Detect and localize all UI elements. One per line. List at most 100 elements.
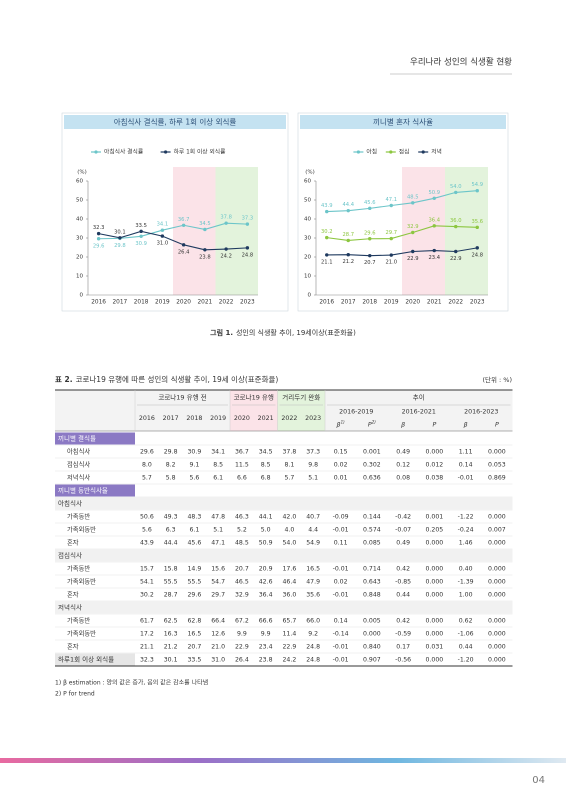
table-cell: 0.000 [488, 449, 506, 456]
x-tick-label: 2016 [91, 300, 106, 306]
table-cell: 37.3 [306, 449, 320, 456]
row-label: 아침식사 [67, 447, 90, 456]
data-point [203, 248, 207, 252]
data-label: 36.4 [428, 217, 440, 223]
panel-frame [61, 112, 289, 312]
table-cell: 0.000 [426, 631, 444, 638]
data-point [325, 253, 329, 257]
row-label: 혼자 [67, 538, 79, 547]
y-tick-label: 40 [304, 217, 311, 223]
table-cell: 0.49 [396, 540, 410, 547]
table-cell: 40.7 [306, 514, 320, 521]
data-point [96, 237, 101, 241]
table-cell: 50.9 [259, 540, 273, 547]
data-label: 34.1 [157, 222, 169, 228]
section-label: 끼니별 결식률 [58, 434, 96, 443]
table-cell: 0.636 [363, 475, 381, 482]
table-cell: 6.1 [213, 475, 223, 482]
table-cell: 46.4 [282, 579, 296, 586]
table-cell: -0.01 [333, 566, 349, 573]
table-cell: 31.0 [211, 657, 225, 664]
data-label: 20.7 [364, 260, 376, 266]
table-cell: 29.8 [164, 449, 178, 456]
data-point [454, 190, 458, 195]
running-header: 우리나라 성인의 식생활 현황 [410, 57, 512, 68]
data-point [96, 231, 101, 236]
table-cell: 0.11 [334, 540, 348, 547]
table-cell: 8.5 [261, 462, 271, 469]
table-cell: 0.01 [334, 475, 348, 482]
table-cell: 35.6 [306, 592, 320, 599]
data-label: 35.6 [471, 219, 483, 225]
data-point [245, 222, 250, 226]
data-label: 37.8 [220, 215, 232, 221]
legend-swatch-dot [389, 150, 393, 154]
table-cell: 21.2 [164, 644, 178, 651]
table-cell: -0.01 [333, 644, 349, 651]
data-point [325, 209, 329, 214]
period-shade [445, 167, 488, 295]
table-cell: 48.3 [187, 514, 201, 521]
header-year: 2016 [139, 415, 155, 422]
header-stat: P [432, 422, 436, 429]
row-label: 혼자 [67, 642, 79, 651]
data-label: 30.1 [114, 229, 126, 235]
table-cell: 0.001 [426, 514, 444, 521]
header-stat: P2) [368, 420, 376, 429]
table-cell: 23.4 [259, 644, 273, 651]
table-cell: -0.14 [333, 631, 349, 638]
table-cell: 0.000 [426, 657, 444, 664]
table-cell: 0.574 [363, 527, 381, 534]
table-cell: 43.9 [140, 540, 154, 547]
row-label: 혼자 [67, 590, 79, 599]
legend-swatch-dot [356, 150, 360, 154]
table-cell: 30.2 [140, 592, 154, 599]
table-cell: 0.869 [488, 475, 506, 482]
table-cell: 33.5 [187, 657, 201, 664]
data-label: 36.7 [178, 217, 190, 223]
x-tick-label: 2019 [384, 300, 399, 306]
table-cell: 0.000 [426, 449, 444, 456]
table-cell: 49.3 [164, 514, 178, 521]
table-cell: 29.6 [187, 592, 201, 599]
caption-label: 그림 1. [210, 328, 233, 337]
table-cell: 1.11 [459, 449, 473, 456]
data-point [224, 247, 228, 251]
table-cell: 0.000 [426, 566, 444, 573]
table-cell: 17.2 [140, 631, 154, 638]
table-cell: 48.5 [235, 540, 249, 547]
data-label: 48.5 [407, 194, 419, 200]
data-label: 32.9 [407, 224, 419, 230]
table-cell: 54.7 [211, 579, 225, 586]
table-cell: 5.1 [308, 475, 318, 482]
data-point [346, 238, 350, 243]
table-cell: 22.9 [235, 644, 249, 651]
table-cell: 0.44 [459, 644, 473, 651]
table-cell: 0.038 [426, 475, 444, 482]
data-label: 45.6 [364, 200, 376, 206]
data-label: 50.9 [428, 190, 440, 196]
header-shade [230, 390, 278, 431]
y-tick-label: 20 [304, 255, 311, 261]
table-cell: 0.02 [334, 462, 348, 469]
table-title-text: 코로나19 유행에 따른 성인의 식생활 추이, 19세 이상(표준화율) [76, 374, 279, 384]
table-cell: 0.302 [363, 462, 381, 469]
data-point [160, 234, 165, 238]
table-cell: 22.9 [282, 644, 296, 651]
table-cell: 36.7 [235, 449, 249, 456]
table-cell: 36.0 [282, 592, 296, 599]
table-cell: 0.031 [426, 644, 444, 651]
table-cell: -0.09 [333, 514, 349, 521]
table-cell: 0.840 [363, 644, 381, 651]
data-point [325, 235, 329, 240]
table-cell: 29.6 [140, 449, 154, 456]
table-cell: 9.9 [237, 631, 247, 638]
table-cell: 11.4 [282, 631, 296, 638]
table-cell: 6.6 [237, 475, 247, 482]
table-cell: 62.5 [164, 618, 178, 625]
table-cell: 5.2 [237, 527, 247, 534]
table-cell: 5.1 [213, 527, 223, 534]
page-number: 04 [532, 775, 545, 786]
legend-swatch-dot [421, 150, 425, 154]
table-cell: 62.8 [187, 618, 201, 625]
